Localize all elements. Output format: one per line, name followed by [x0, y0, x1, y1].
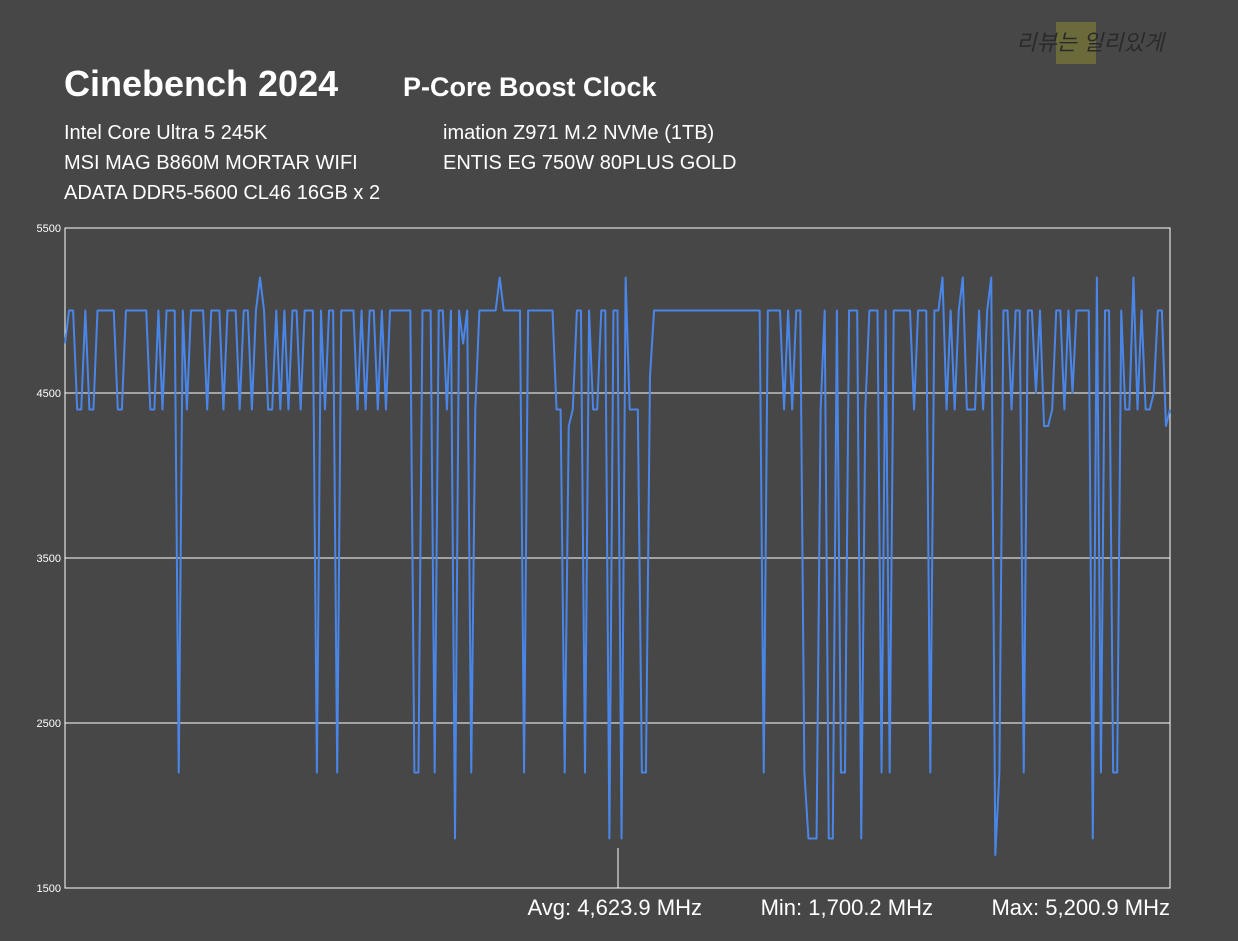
stat-min: Min: 1,700.2 MHz [761, 895, 933, 920]
spec: imation Z971 M.2 NVMe (1TB) [443, 122, 714, 144]
watermark-box [1056, 22, 1096, 64]
watermark: 리뷰는 일리있게 [1016, 30, 1167, 55]
stat-max: Max: 5,200.9 MHz [991, 895, 1170, 920]
spec: Intel Core Ultra 5 245K [64, 122, 268, 144]
spec: MSI MAG B860M MORTAR WIFI [64, 152, 358, 174]
y-tick-label: 4500 [37, 388, 61, 400]
y-tick-label: 3500 [37, 553, 61, 565]
y-tick-label: 1500 [37, 883, 61, 895]
series-line [64, 276, 1171, 856]
spec: ENTIS EG 750W 80PLUS GOLD [443, 152, 736, 174]
y-tick-label: 2500 [37, 718, 61, 730]
spec: ADATA DDR5-5600 CL46 16GB x 2 [64, 182, 380, 204]
chart-title: Cinebench 2024 [64, 63, 338, 104]
chart-subtitle: P-Core Boost Clock [403, 72, 658, 102]
stat-avg: Avg: 4,623.9 MHz [528, 895, 702, 920]
y-tick-label: 5500 [37, 223, 61, 235]
